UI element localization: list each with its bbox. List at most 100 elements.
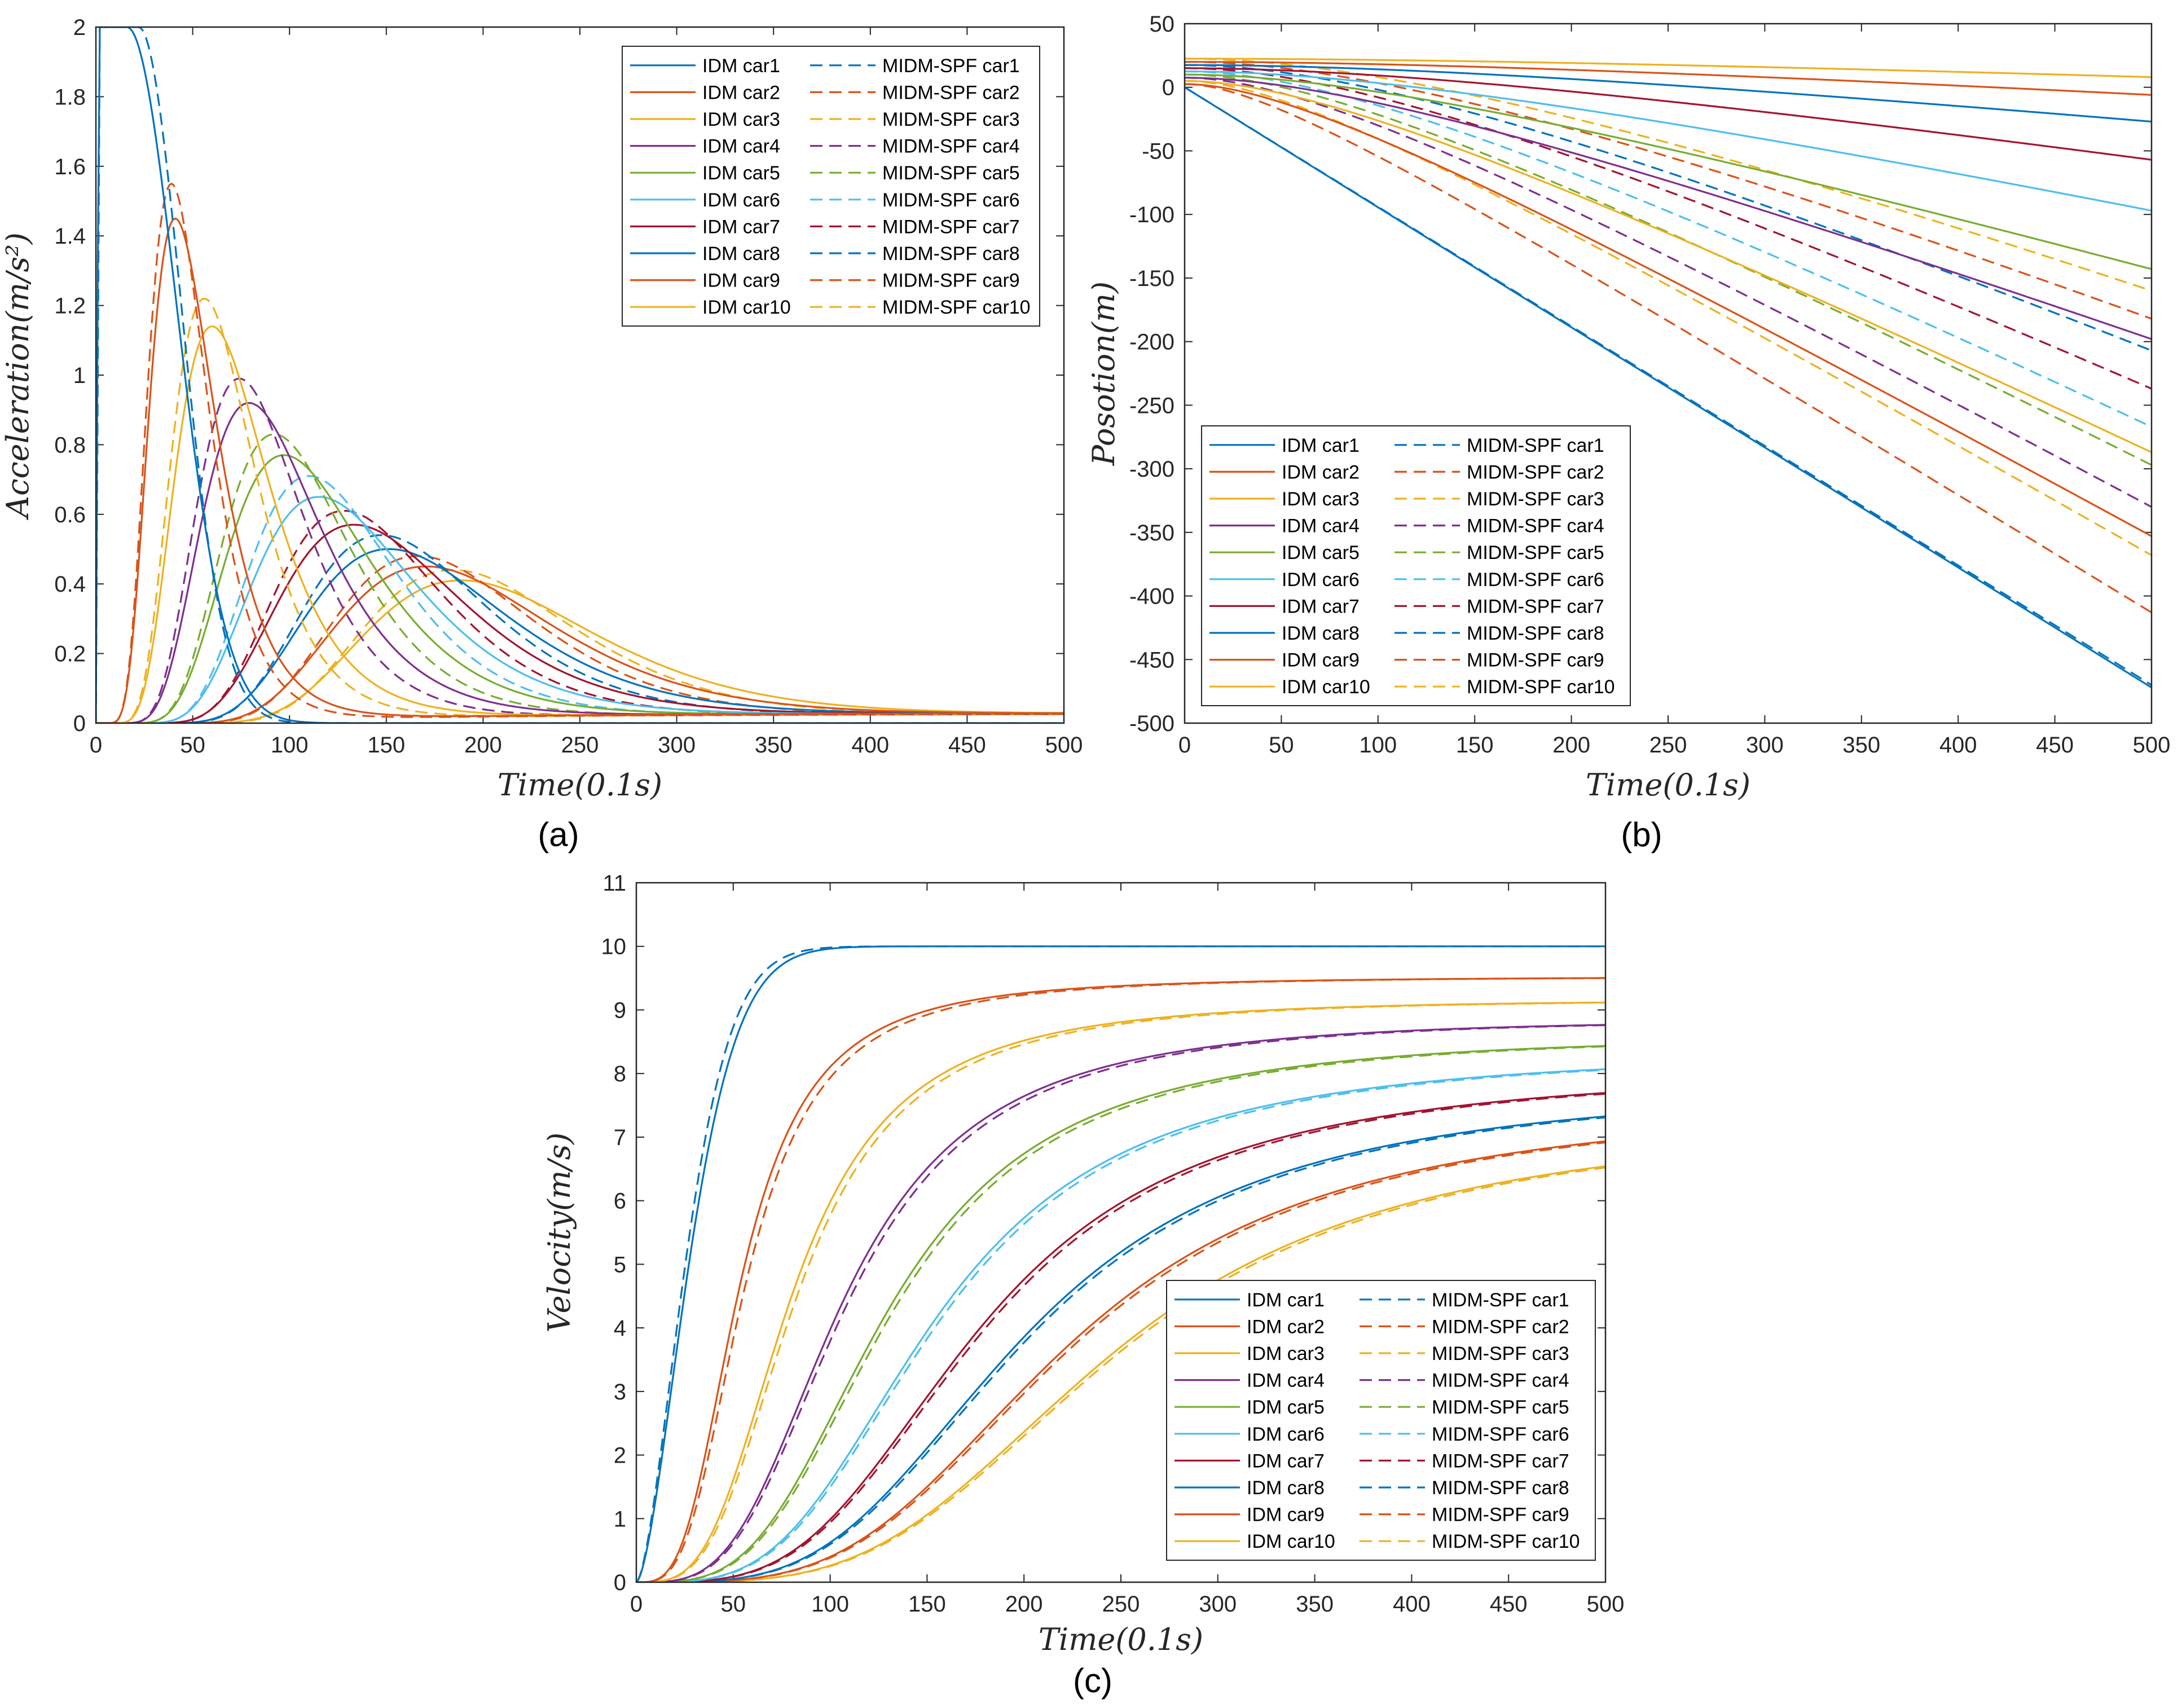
legend-label-idm: IDM car9 <box>1247 1504 1325 1526</box>
series-group <box>96 27 1064 723</box>
series-midm-spf-car2 <box>1185 83 2152 614</box>
legend-label-idm: IDM car6 <box>702 190 780 211</box>
x-tick-label: 350 <box>1296 1592 1334 1617</box>
legend-label-midm-spf: MIDM-SPF car9 <box>1467 650 1604 671</box>
series-idm-car2 <box>636 977 1605 1582</box>
y-tick-label: -100 <box>1129 203 1174 227</box>
legend-label-idm: IDM car5 <box>702 162 780 184</box>
x-axis-label: Time(0.1s) <box>498 767 662 803</box>
x-tick-label: 500 <box>2133 733 2171 758</box>
series-idm-car8 <box>636 1115 1605 1582</box>
legend-label-idm: IDM car5 <box>1282 542 1360 564</box>
x-tick-label: 250 <box>561 733 599 758</box>
legend-label-midm-spf: MIDM-SPF car4 <box>1467 516 1604 537</box>
y-tick-label: 0 <box>1162 76 1174 100</box>
y-tick-label: 0.2 <box>54 642 86 667</box>
x-tick-label: 50 <box>1269 733 1294 758</box>
y-tick-label: -500 <box>1129 711 1174 736</box>
legend-label-idm: IDM car1 <box>1282 435 1360 456</box>
series-midm-spf-car10 <box>1185 58 2152 292</box>
legend-label-idm: IDM car7 <box>1282 596 1360 617</box>
y-tick-label: 9 <box>614 998 626 1023</box>
y-tick-label: 1 <box>614 1507 626 1531</box>
y-tick-label: 1.4 <box>54 224 86 249</box>
x-tick-label: 400 <box>851 733 889 758</box>
legend-label-idm: IDM car2 <box>1282 461 1360 483</box>
legend: IDM car1 MIDM-SPF car1 IDM car2 MIDM-SPF ca… <box>622 46 1040 327</box>
legend-label-midm-spf: MIDM-SPF car7 <box>1432 1450 1569 1472</box>
legend-label-midm-spf: MIDM-SPF car6 <box>1432 1424 1569 1445</box>
series-idm-car7 <box>636 1091 1605 1582</box>
legend-label-idm: IDM car2 <box>1247 1316 1325 1337</box>
series-idm-car10 <box>1185 58 2152 78</box>
legend-label-midm-spf: MIDM-SPF car3 <box>1432 1343 1569 1364</box>
legend-label-midm-spf: MIDM-SPF car1 <box>882 55 1020 77</box>
series-idm-car2 <box>96 217 1064 723</box>
legend: IDM car1 MIDM-SPF car1 IDM car2 MIDM-SPF ca… <box>1166 1280 1596 1561</box>
legend-label-midm-spf: MIDM-SPF car7 <box>882 216 1020 237</box>
legend-label-midm-spf: MIDM-SPF car10 <box>882 297 1031 318</box>
legend-label-midm-spf: MIDM-SPF car7 <box>1467 596 1604 617</box>
y-tick-label: 0 <box>73 711 86 736</box>
series-idm-car5 <box>1185 73 2152 270</box>
y-tick-label: 4 <box>614 1316 626 1341</box>
y-tick-label: 50 <box>1150 12 1175 37</box>
legend-label-idm: IDM car10 <box>1247 1531 1335 1552</box>
series-midm-spf-car6 <box>636 1069 1605 1582</box>
panel-label: (a) <box>538 816 579 853</box>
legend-label-midm-spf: MIDM-SPF car5 <box>1467 542 1604 564</box>
y-tick-label: 2 <box>73 15 86 40</box>
series-idm-car9 <box>1185 61 2152 96</box>
legend-label-idm: IDM car3 <box>702 109 780 130</box>
legend-label-idm: IDM car7 <box>702 216 780 237</box>
x-tick-label: 300 <box>1199 1592 1237 1617</box>
legend-label-midm-spf: MIDM-SPF car2 <box>1432 1316 1569 1337</box>
legend-label-midm-spf: MIDM-SPF car8 <box>1432 1477 1569 1499</box>
legend-label-idm: IDM car9 <box>1282 650 1360 671</box>
legend-label-idm: IDM car6 <box>1282 569 1360 591</box>
series-midm-spf-car5 <box>1185 73 2152 466</box>
x-tick-label: 100 <box>811 1592 849 1617</box>
legend-label-midm-spf: MIDM-SPF car5 <box>882 162 1020 184</box>
series-midm-spf-car8 <box>1185 64 2152 351</box>
legend-label-midm-spf: MIDM-SPF car2 <box>882 82 1020 103</box>
series-midm-spf-car3 <box>636 1001 1605 1582</box>
series-midm-spf-car7 <box>1185 67 2152 390</box>
series-midm-spf-car3 <box>1185 80 2152 556</box>
legend-label-idm: IDM car4 <box>702 136 780 157</box>
y-tick-label: 7 <box>614 1125 626 1150</box>
x-tick-label: 150 <box>367 733 405 758</box>
y-tick-label: -250 <box>1129 393 1174 418</box>
y-tick-label: 0.8 <box>54 433 86 457</box>
legend: IDM car1 MIDM-SPF car1 IDM car2 MIDM-SPF ca… <box>1201 425 1631 706</box>
axes-frame <box>95 26 1065 724</box>
series-midm-spf-car1 <box>1185 86 2152 686</box>
y-tick-label: 2 <box>614 1443 626 1468</box>
y-tick-label: 1 <box>73 363 86 388</box>
x-tick-label: 100 <box>271 733 309 758</box>
legend-label-midm-spf: MIDM-SPF car10 <box>1432 1531 1580 1552</box>
legend-label-idm: IDM car10 <box>1282 676 1370 698</box>
legend-label-idm: IDM car10 <box>702 297 791 318</box>
legend-label-idm: IDM car4 <box>1247 1370 1325 1392</box>
series-idm-car7 <box>1185 67 2152 161</box>
y-axis-label: Posotion(m) <box>1086 281 1121 466</box>
series-idm-car6 <box>1185 70 2152 212</box>
y-tick-label: 10 <box>601 935 627 959</box>
y-tick-label: -300 <box>1129 457 1174 482</box>
series-idm-car1 <box>96 27 1064 723</box>
legend-label-midm-spf: MIDM-SPF car3 <box>1467 488 1604 510</box>
x-tick-label: 300 <box>658 733 696 758</box>
y-tick-label: 1.2 <box>54 294 86 319</box>
legend-label-midm-spf: MIDM-SPF car2 <box>1467 461 1604 483</box>
y-axis-label: Velocity(m/s) <box>542 1133 577 1333</box>
y-tick-label: 0.6 <box>54 503 86 527</box>
series-idm-car2 <box>1185 83 2152 537</box>
legend-label-idm: IDM car6 <box>1247 1424 1325 1445</box>
x-tick-label: 0 <box>1178 733 1191 758</box>
y-tick-label: 1.6 <box>54 155 86 179</box>
x-tick-label: 250 <box>1649 733 1687 758</box>
y-tick-label: 8 <box>614 1062 626 1086</box>
x-tick-label: 300 <box>1746 733 1784 758</box>
